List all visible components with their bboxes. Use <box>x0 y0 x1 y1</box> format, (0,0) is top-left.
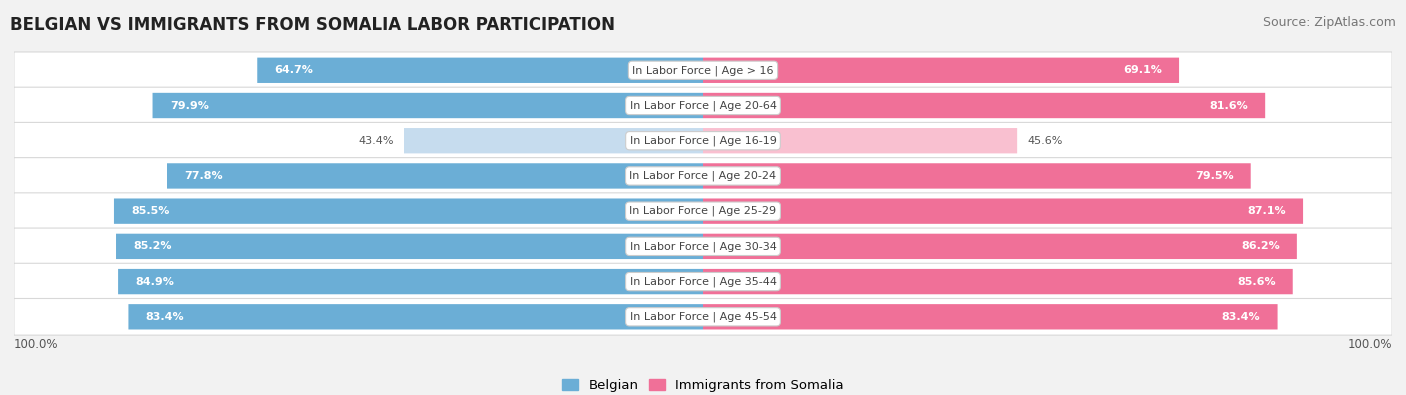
Text: 83.4%: 83.4% <box>1222 312 1260 322</box>
Text: 87.1%: 87.1% <box>1247 206 1286 216</box>
FancyBboxPatch shape <box>14 87 1392 124</box>
Text: 100.0%: 100.0% <box>1347 338 1392 351</box>
FancyBboxPatch shape <box>117 234 703 259</box>
FancyBboxPatch shape <box>257 58 703 83</box>
Text: 85.2%: 85.2% <box>134 241 172 251</box>
FancyBboxPatch shape <box>703 304 1278 329</box>
Text: In Labor Force | Age 20-24: In Labor Force | Age 20-24 <box>630 171 776 181</box>
Text: 85.5%: 85.5% <box>131 206 170 216</box>
FancyBboxPatch shape <box>14 52 1392 88</box>
Text: In Labor Force | Age 30-34: In Labor Force | Age 30-34 <box>630 241 776 252</box>
FancyBboxPatch shape <box>14 122 1392 159</box>
Text: In Labor Force | Age 20-64: In Labor Force | Age 20-64 <box>630 100 776 111</box>
FancyBboxPatch shape <box>703 198 1303 224</box>
Text: 69.1%: 69.1% <box>1123 65 1161 75</box>
FancyBboxPatch shape <box>167 163 703 189</box>
FancyBboxPatch shape <box>152 93 703 118</box>
Text: 43.4%: 43.4% <box>359 136 394 146</box>
FancyBboxPatch shape <box>114 198 703 224</box>
FancyBboxPatch shape <box>128 304 703 329</box>
Text: 64.7%: 64.7% <box>274 65 314 75</box>
Text: 86.2%: 86.2% <box>1241 241 1279 251</box>
Text: Source: ZipAtlas.com: Source: ZipAtlas.com <box>1263 16 1396 29</box>
Text: In Labor Force | Age > 16: In Labor Force | Age > 16 <box>633 65 773 75</box>
FancyBboxPatch shape <box>14 228 1392 265</box>
Text: 79.5%: 79.5% <box>1195 171 1233 181</box>
FancyBboxPatch shape <box>14 158 1392 194</box>
Text: In Labor Force | Age 35-44: In Labor Force | Age 35-44 <box>630 276 776 287</box>
Text: BELGIAN VS IMMIGRANTS FROM SOMALIA LABOR PARTICIPATION: BELGIAN VS IMMIGRANTS FROM SOMALIA LABOR… <box>10 16 614 34</box>
FancyBboxPatch shape <box>703 128 1017 153</box>
FancyBboxPatch shape <box>14 299 1392 335</box>
FancyBboxPatch shape <box>14 193 1392 229</box>
Text: In Labor Force | Age 45-54: In Labor Force | Age 45-54 <box>630 312 776 322</box>
Text: 100.0%: 100.0% <box>14 338 59 351</box>
FancyBboxPatch shape <box>703 93 1265 118</box>
Text: 85.6%: 85.6% <box>1237 276 1275 287</box>
FancyBboxPatch shape <box>703 234 1296 259</box>
Text: In Labor Force | Age 16-19: In Labor Force | Age 16-19 <box>630 135 776 146</box>
FancyBboxPatch shape <box>703 163 1251 189</box>
Text: 77.8%: 77.8% <box>184 171 224 181</box>
Legend: Belgian, Immigrants from Somalia: Belgian, Immigrants from Somalia <box>557 374 849 395</box>
Text: In Labor Force | Age 25-29: In Labor Force | Age 25-29 <box>630 206 776 216</box>
FancyBboxPatch shape <box>703 58 1180 83</box>
Text: 81.6%: 81.6% <box>1209 100 1249 111</box>
Text: 79.9%: 79.9% <box>170 100 208 111</box>
FancyBboxPatch shape <box>404 128 703 153</box>
FancyBboxPatch shape <box>703 269 1292 294</box>
FancyBboxPatch shape <box>118 269 703 294</box>
Text: 83.4%: 83.4% <box>146 312 184 322</box>
Text: 84.9%: 84.9% <box>135 276 174 287</box>
Text: 45.6%: 45.6% <box>1028 136 1063 146</box>
FancyBboxPatch shape <box>14 263 1392 300</box>
